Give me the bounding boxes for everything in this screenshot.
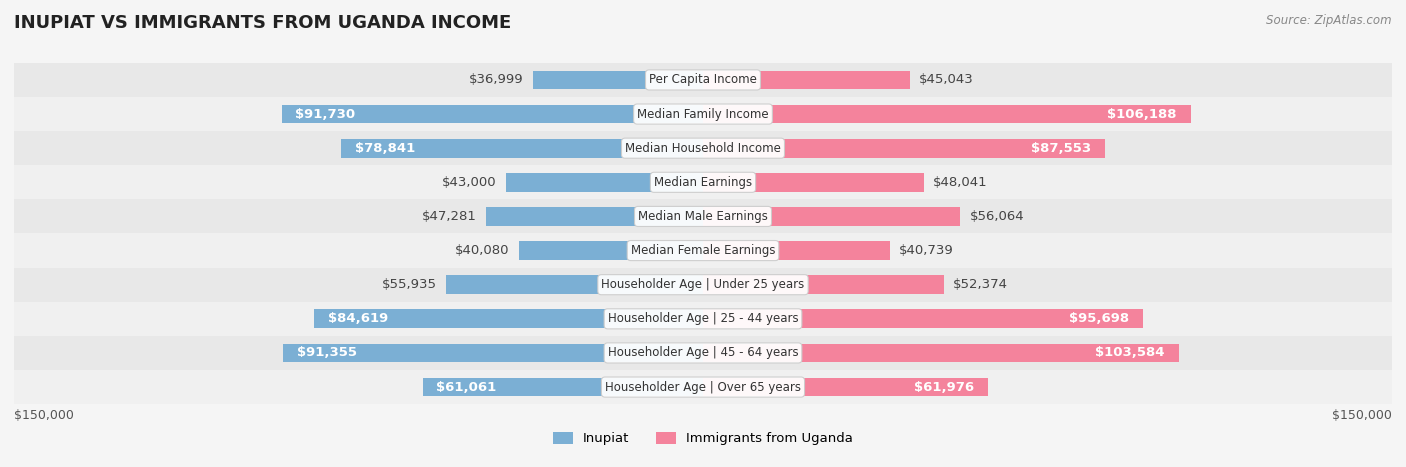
Text: $45,043: $45,043	[920, 73, 974, 86]
Bar	[703, 344, 1178, 362]
Bar	[533, 71, 703, 89]
Text: Householder Age | 45 - 64 years: Householder Age | 45 - 64 years	[607, 347, 799, 360]
Text: $47,281: $47,281	[422, 210, 477, 223]
Bar	[315, 310, 703, 328]
Text: Householder Age | 25 - 44 years: Householder Age | 25 - 44 years	[607, 312, 799, 325]
Text: $78,841: $78,841	[354, 142, 415, 155]
Text: $55,935: $55,935	[382, 278, 437, 291]
Text: Median Male Earnings: Median Male Earnings	[638, 210, 768, 223]
Bar	[14, 336, 1392, 370]
Text: Median Family Income: Median Family Income	[637, 107, 769, 120]
Bar	[486, 207, 703, 226]
Text: Householder Age | Over 65 years: Householder Age | Over 65 years	[605, 381, 801, 394]
Text: Median Earnings: Median Earnings	[654, 176, 752, 189]
Text: INUPIAT VS IMMIGRANTS FROM UGANDA INCOME: INUPIAT VS IMMIGRANTS FROM UGANDA INCOME	[14, 14, 512, 32]
Bar	[14, 131, 1392, 165]
Bar	[703, 378, 987, 396]
Text: $103,584: $103,584	[1095, 347, 1166, 360]
Text: $61,061: $61,061	[436, 381, 496, 394]
Text: $106,188: $106,188	[1108, 107, 1177, 120]
Bar	[703, 276, 943, 294]
Bar	[14, 370, 1392, 404]
Text: $91,355: $91,355	[297, 347, 357, 360]
Bar	[281, 105, 703, 123]
Bar	[14, 302, 1392, 336]
Text: Householder Age | Under 25 years: Householder Age | Under 25 years	[602, 278, 804, 291]
Bar	[703, 207, 960, 226]
Bar	[703, 105, 1191, 123]
Text: $43,000: $43,000	[441, 176, 496, 189]
Bar	[703, 241, 890, 260]
Text: $95,698: $95,698	[1069, 312, 1129, 325]
Bar	[703, 173, 924, 191]
Bar	[14, 97, 1392, 131]
Bar	[423, 378, 703, 396]
Bar	[14, 268, 1392, 302]
Text: $61,976: $61,976	[914, 381, 974, 394]
Bar	[14, 63, 1392, 97]
Bar	[703, 310, 1143, 328]
Bar	[703, 71, 910, 89]
Text: $40,739: $40,739	[900, 244, 955, 257]
Text: $40,080: $40,080	[456, 244, 510, 257]
Bar	[14, 234, 1392, 268]
Text: Median Female Earnings: Median Female Earnings	[631, 244, 775, 257]
Legend: Inupiat, Immigrants from Uganda: Inupiat, Immigrants from Uganda	[547, 426, 859, 451]
Text: $91,730: $91,730	[295, 107, 356, 120]
Text: $56,064: $56,064	[970, 210, 1025, 223]
Text: Median Household Income: Median Household Income	[626, 142, 780, 155]
Bar	[506, 173, 703, 191]
Text: $48,041: $48,041	[932, 176, 987, 189]
Text: $36,999: $36,999	[470, 73, 524, 86]
Bar	[703, 139, 1105, 157]
Bar	[519, 241, 703, 260]
Text: $52,374: $52,374	[953, 278, 1008, 291]
Text: Per Capita Income: Per Capita Income	[650, 73, 756, 86]
Text: $84,619: $84,619	[328, 312, 388, 325]
Bar	[14, 199, 1392, 234]
Text: $87,553: $87,553	[1031, 142, 1091, 155]
Bar	[284, 344, 703, 362]
Bar	[14, 165, 1392, 199]
Bar	[446, 276, 703, 294]
Bar	[340, 139, 703, 157]
Text: $150,000: $150,000	[14, 409, 75, 422]
Text: $150,000: $150,000	[1331, 409, 1392, 422]
Text: Source: ZipAtlas.com: Source: ZipAtlas.com	[1267, 14, 1392, 27]
